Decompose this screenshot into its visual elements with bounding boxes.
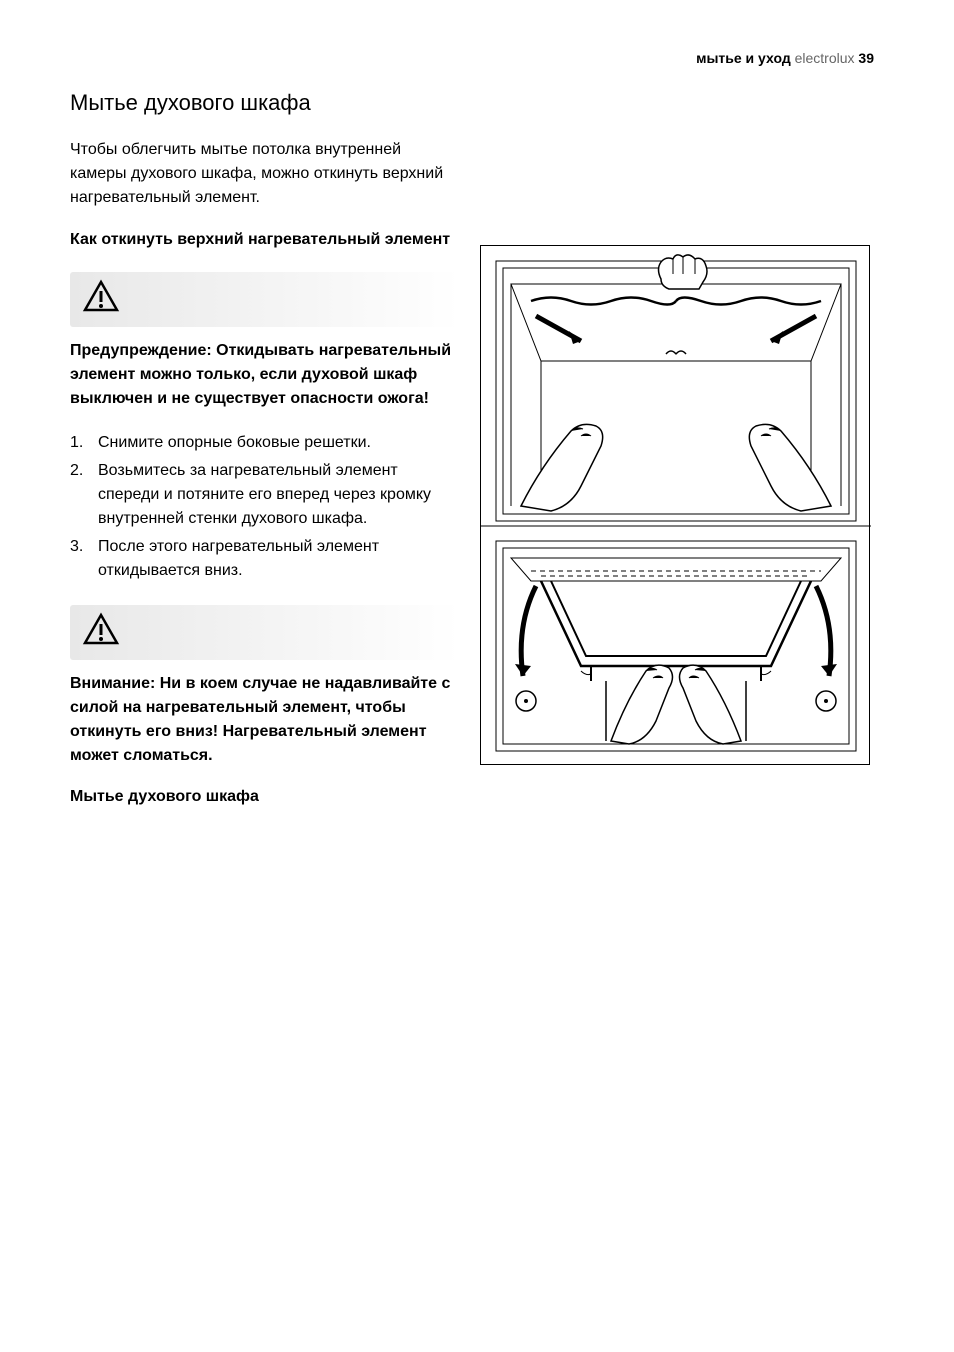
bottom-illustration [496,541,856,751]
header-brand-name: electrolux [795,50,855,66]
warning-block-2: Внимание: Ни в коем случае не надавливай… [70,605,460,768]
intro-paragraph: Чтобы облегчить мытье потолка внутренней… [70,138,460,210]
warning-icon-row-2 [70,605,460,660]
left-column: Мытье духового шкафа Чтобы облегчить мыт… [70,90,460,806]
step-number: 1. [70,431,98,455]
content-area: Мытье духового шкафа Чтобы облегчить мыт… [70,90,890,806]
header-page-number: 39 [858,50,874,66]
step-text: Возьмитесь за нагревательный элемент спе… [98,459,460,531]
step-number: 3. [70,535,98,583]
step-number: 2. [70,459,98,531]
oven-illustration [480,245,870,765]
right-column [480,90,870,806]
list-item: 3. После этого нагревательный элемент от… [70,535,460,583]
step-text: Снимите опорные боковые решетки. [98,431,460,455]
sub-heading: Как откинуть верхний нагревательный элем… [70,228,460,252]
hand-icon [659,255,708,289]
warning-text-1: Предупреждение: Откидывать нагревательны… [70,339,460,411]
warning-icon [82,611,120,654]
warning-icon [82,278,120,321]
page-header: мытье и уход electrolux 39 [696,50,874,66]
top-illustration [496,255,856,521]
warning-block-1: Предупреждение: Откидывать нагревательны… [70,272,460,411]
list-item: 1. Снимите опорные боковые решетки. [70,431,460,455]
header-section-name: мытье и уход [696,50,791,66]
bottom-heading: Мытье духового шкафа [70,788,460,806]
main-heading: Мытье духового шкафа [70,90,460,116]
list-item: 2. Возьмитесь за нагревательный элемент … [70,459,460,531]
warning-icon-row-1 [70,272,460,327]
steps-list: 1. Снимите опорные боковые решетки. 2. В… [70,431,460,583]
warning-text-2: Внимание: Ни в коем случае не надавливай… [70,672,460,768]
step-text: После этого нагревательный элемент откид… [98,535,460,583]
